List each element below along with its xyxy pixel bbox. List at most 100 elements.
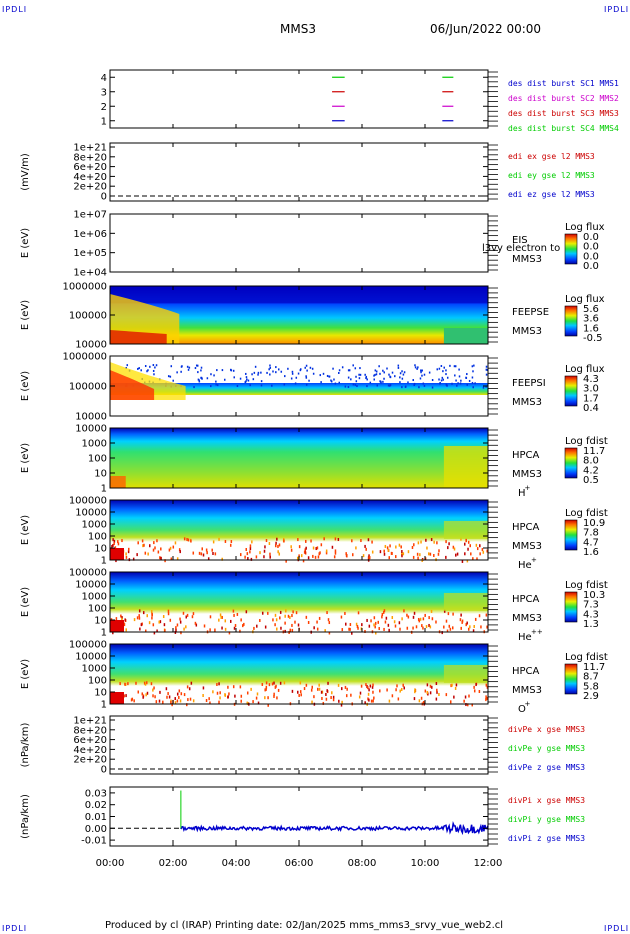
feepsi-speckle [338, 381, 341, 384]
hpca_hepp-cbar-value-1: 7.3 [583, 600, 599, 611]
hpca_hepp-speckle [443, 609, 446, 613]
hpca_he-speckle [263, 549, 266, 553]
ytick-label: 10000 [75, 580, 107, 591]
hpca_hepp-speckle [162, 615, 165, 619]
hpca_he-speckle [411, 545, 414, 549]
hpca_hepp-speckle [192, 612, 195, 616]
hpca_o-speckle [466, 703, 469, 707]
hpca_hepp-speckle [203, 624, 206, 628]
hpca_he-speckle [176, 557, 179, 561]
hpca_hepp-instrument-label: HPCA [512, 594, 540, 605]
divpe-legend-2: divPe z gse MMS3 [508, 763, 585, 772]
feepsi-speckle [454, 365, 457, 368]
panel-feepsi: 1000000 100000 10000 E (eV) FEEPSI MMS3 Log fl… [20, 352, 605, 423]
hpca_hepp-speckle [179, 617, 181, 621]
hpca_o-speckle [178, 696, 180, 700]
hpca_he-speckle [277, 550, 279, 554]
hpca_hepp-speckle [259, 619, 261, 623]
hpca_he-speckle [298, 545, 301, 549]
feepsi-speckle [215, 383, 217, 386]
feepsi-speckle [440, 379, 443, 382]
ytick-label: 0.02 [85, 800, 107, 811]
hpca_o-speckle [426, 683, 429, 687]
hpca_o-speckle [320, 690, 323, 694]
feepsi-speckle [383, 371, 385, 374]
hpca_o-speckle [137, 690, 140, 694]
hpca_o-speckle [332, 695, 335, 699]
hpca_he-speckle [113, 539, 116, 543]
eis-ylabel: E (eV) [20, 228, 31, 258]
ytick-label: 10000 [75, 508, 107, 519]
feepse-cbar-value-1: 3.6 [583, 314, 599, 325]
feepsi-speckle [374, 369, 377, 372]
edi-legend-1: edi ey gse l2 MMS3 [508, 171, 595, 180]
feepsi-speckle [257, 371, 260, 374]
feepsi-speckle [412, 379, 414, 382]
hpca_he-speckle [475, 543, 478, 547]
feepsi-speckle [358, 377, 361, 380]
feepsi-spacecraft-label: MMS3 [512, 397, 542, 408]
hpca_he-speckle [367, 538, 370, 542]
feepsi-speckle [305, 364, 308, 367]
hpca_o-speckle [321, 696, 323, 700]
hpca_o-speckle [360, 684, 363, 688]
hpca_hepp-speckle [384, 620, 387, 624]
hpca_he-speckle [174, 541, 177, 545]
hpca_he-speckle [170, 557, 173, 561]
feepsi-speckle [388, 384, 391, 387]
hpca_hepp-speckle [406, 613, 408, 617]
hpca_he-speckle [263, 555, 265, 559]
hpca_o-speckle [450, 684, 452, 688]
hpca_o-low-enhance [110, 692, 124, 704]
hpca_hepp-speckle [145, 629, 147, 633]
hpca_hepp-speckle [417, 617, 420, 621]
hpca_o-speckle [326, 689, 328, 693]
hpca_o-speckle [318, 687, 321, 691]
time-tick-label: 02:00 [159, 858, 188, 869]
feepsi-speckle [245, 376, 248, 379]
feepsi-speckle [277, 368, 280, 371]
feepsi-speckle [414, 364, 416, 367]
hpca_hepp-speckle [368, 624, 371, 628]
hpca_o-speckle [386, 688, 388, 692]
feepse-cbar-title: Log flux [565, 294, 605, 305]
feepsi-speckle [245, 372, 247, 375]
hpca_o-speckle [341, 687, 343, 691]
hpca_o-speckle [369, 684, 372, 688]
feepsi-speckle [271, 384, 273, 387]
hpca_he-speckle [125, 555, 128, 559]
feepsi-speckle [334, 382, 337, 385]
ytick-label: 100000 [69, 311, 107, 322]
hpca_he-speckle [224, 539, 227, 543]
feepsi-speckle [287, 367, 289, 370]
hpca_hepp-speckle [224, 619, 227, 623]
hpca_he-speckle [333, 555, 336, 559]
feepsi-speckle [268, 368, 270, 371]
hpca_he-speckle [300, 554, 303, 558]
feepsi-speckle [347, 369, 350, 372]
feepsi-speckle [466, 383, 468, 386]
hpca_hepp-speckle [480, 625, 482, 629]
hpca_o-speckle [327, 681, 329, 685]
hpca_o-speckle [325, 692, 327, 696]
datetime-title: 06/Jun/2022 00:00 [430, 22, 542, 36]
feepsi-speckle [188, 366, 191, 369]
hpca_o-speckle [473, 685, 475, 689]
hpca_he-speckle [470, 552, 472, 556]
hpca_he-speckle [481, 548, 484, 552]
hpca_hepp-speckle [297, 623, 300, 627]
feepsi-speckle [468, 379, 471, 382]
hpca_he-speckle [112, 543, 114, 547]
hpca_he-speckle [438, 549, 440, 553]
feepsi-speckle [352, 383, 355, 386]
hpca_o-speckle [372, 690, 374, 694]
hpca_o-speckle [436, 690, 438, 694]
hpca_o-speckle [252, 700, 254, 704]
feepsi-speckle [386, 367, 388, 370]
feepsi-speckle [253, 371, 256, 374]
hpca_hepp-speckle [385, 616, 388, 620]
hpca_he-speckle [200, 552, 203, 556]
feepse-ylabel: E (eV) [20, 300, 31, 330]
hpca_o-speckle [370, 699, 373, 703]
